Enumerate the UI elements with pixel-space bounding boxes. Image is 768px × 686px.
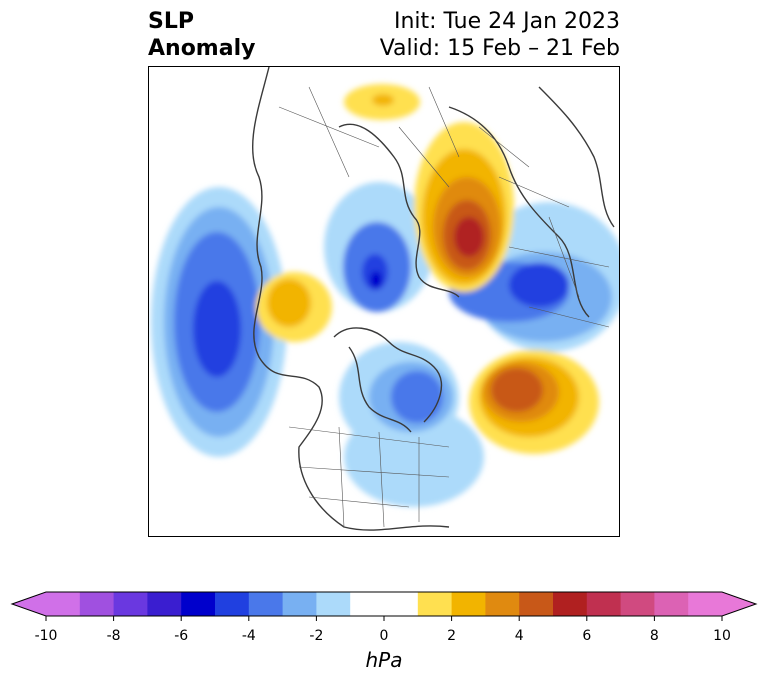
chart-title-right: Init: Tue 24 Jan 2023 Valid: 15 Feb – 21…	[380, 8, 620, 62]
pacific-low-contour-5	[193, 281, 241, 377]
colorbar-segment	[485, 592, 520, 616]
colorbar-tick-label: -10	[34, 628, 58, 644]
colorbar	[10, 591, 758, 621]
coast-greenland	[333, 327, 443, 423]
atlantic-high-contour-4	[491, 368, 543, 412]
colorbar-segment	[316, 592, 351, 616]
colorbar-extend-min	[12, 592, 46, 616]
colorbar-tick-label: 10	[713, 628, 731, 644]
coast-europe-arctic	[338, 123, 460, 298]
colorbar-segment	[147, 592, 182, 616]
coast-east-asia	[538, 86, 615, 228]
eurasia-low-contour-5	[509, 263, 569, 307]
colorbar-segment	[654, 592, 689, 616]
arctic-high-contour-5	[454, 217, 484, 257]
arctic-low-contour-6	[370, 271, 382, 289]
colorbar-segment	[688, 592, 723, 616]
hudson-low-contour-4	[391, 371, 443, 423]
alaska-high-contour-2	[267, 279, 311, 327]
colorbar-segment	[586, 592, 622, 616]
colorbar-segment	[113, 592, 148, 616]
colorbar-tick-label: 8	[649, 628, 659, 644]
colorbar-segment	[553, 592, 588, 616]
anomaly-shading	[151, 84, 619, 507]
colorbar-tick-label: 0	[379, 628, 389, 644]
colorbar-tick-label: -8	[106, 628, 121, 644]
init-date: Init: Tue 24 Jan 2023	[393, 9, 620, 34]
coast-north-america	[252, 67, 450, 531]
slp-anomaly-map	[148, 66, 620, 537]
colorbar-tick-label: -4	[241, 628, 256, 644]
europe-high-contour-2	[372, 94, 394, 106]
colorbar-segment	[384, 592, 419, 616]
borders-us-states	[288, 426, 450, 528]
colorbar-extend-max	[722, 592, 756, 616]
map-canvas	[151, 67, 619, 531]
title-anomaly: Anomaly	[148, 36, 256, 61]
borders-asia	[508, 216, 610, 328]
colorbar-segment	[451, 592, 486, 616]
coast-hudson	[348, 346, 412, 433]
colorbar-segment	[417, 592, 453, 616]
borders-eurasia	[278, 86, 570, 208]
title-slp: SLP	[148, 9, 194, 34]
colorbar-tick-label: 2	[447, 628, 457, 644]
colorbar-tick-label: -6	[174, 628, 189, 644]
colorbar-segment	[79, 592, 115, 616]
colorbar-tick-label: 4	[514, 628, 524, 644]
colorbar-segment	[181, 592, 216, 616]
chart-title-left: SLP Anomaly	[148, 8, 255, 62]
colorbar-segment	[620, 592, 655, 616]
political-borders	[278, 86, 610, 528]
colorbar-segment	[248, 592, 284, 616]
colorbar-segment	[215, 592, 250, 616]
colorbar-segment	[46, 592, 81, 616]
colorbar-tick-label: -2	[309, 628, 324, 644]
colorbar-segment	[519, 592, 554, 616]
colorbar-segment	[350, 592, 385, 616]
coastlines	[252, 67, 615, 531]
valid-range: Valid: 15 Feb – 21 Feb	[379, 36, 620, 61]
colorbar-unit-label: hPa	[365, 648, 403, 672]
coast-asia-north	[448, 106, 590, 318]
colorbar-tick-label: 6	[582, 628, 592, 644]
colorbar-segment	[282, 592, 317, 616]
